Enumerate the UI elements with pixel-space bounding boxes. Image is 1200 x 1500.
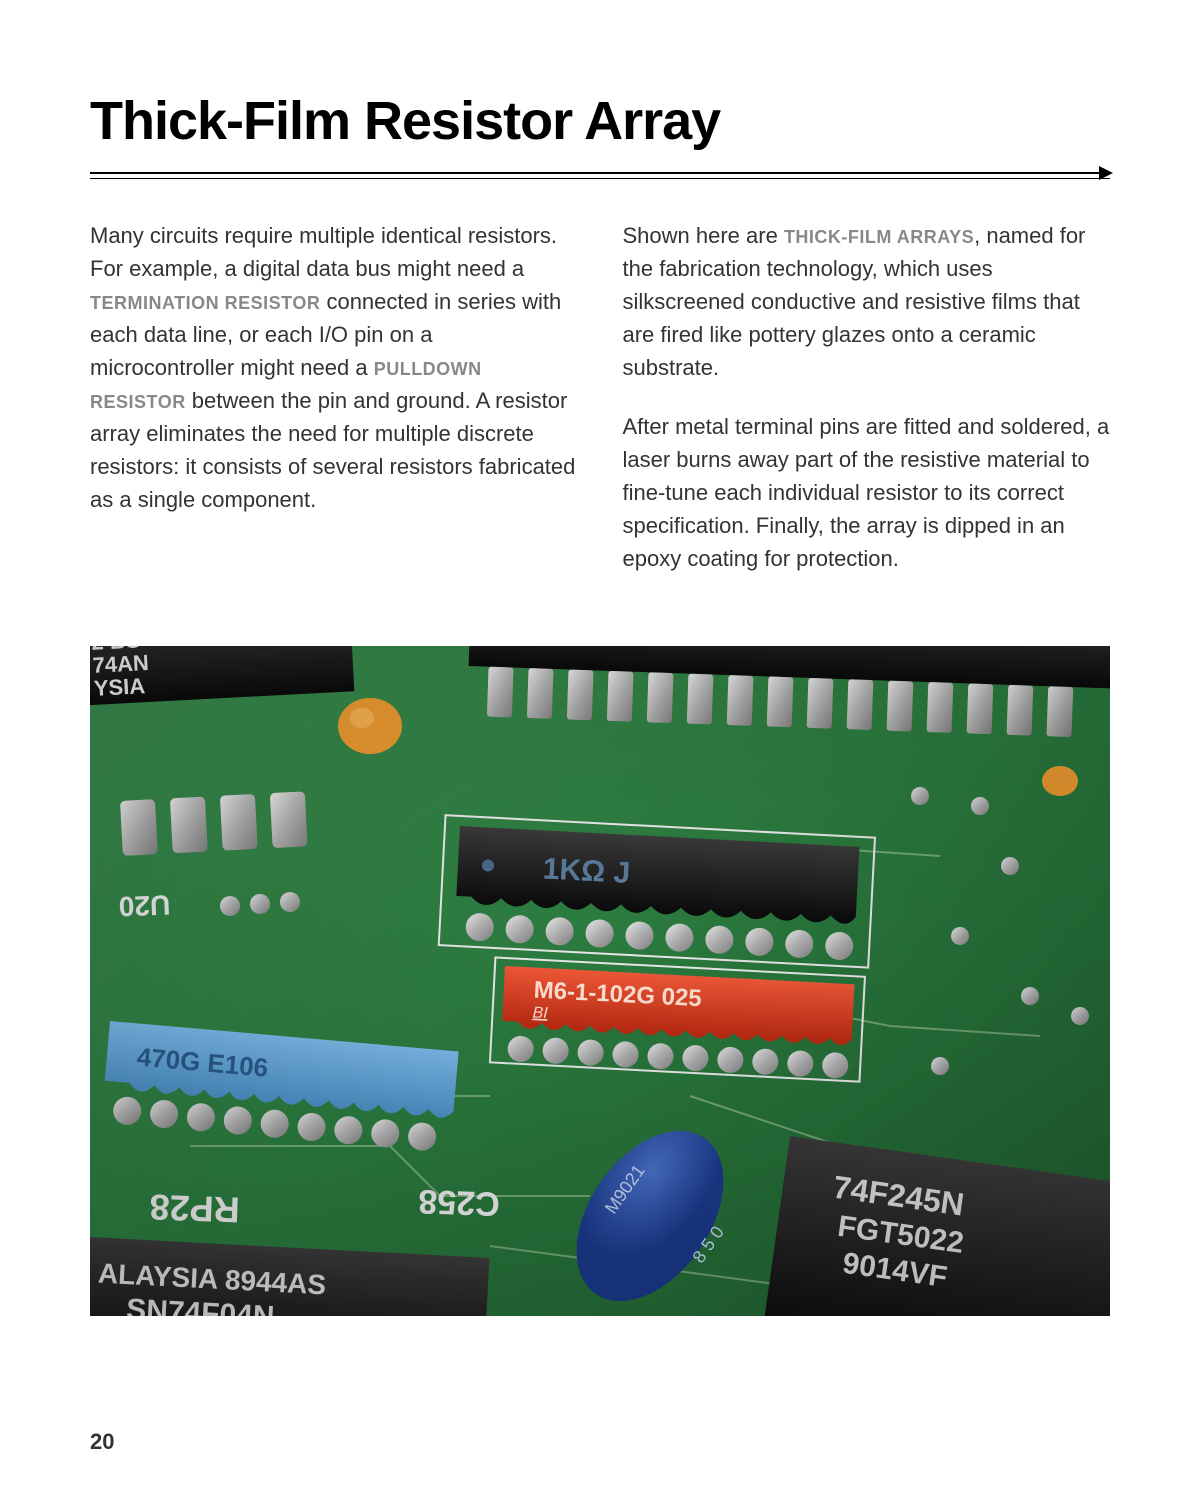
circuit-board-photo: 2 BS 74AN YSIA — [90, 646, 1110, 1316]
page-title: Thick-Film Resistor Array — [90, 90, 1110, 152]
body-text-columns: Many circuits require multiple identical… — [90, 219, 1110, 601]
body-text: Many circuits require multiple identical… — [90, 223, 557, 281]
page-number: 20 — [90, 1429, 114, 1455]
arrow-right-icon — [1099, 166, 1113, 180]
left-column: Many circuits require multiple identical… — [90, 219, 578, 601]
term-thick-film-arrays: THICK-FILM ARRAYS — [784, 227, 974, 247]
body-text: Shown here are — [623, 223, 784, 248]
title-rule — [90, 172, 1110, 179]
body-text: After metal terminal pins are fitted and… — [623, 410, 1111, 575]
term-termination-resistor: TERMINATION RESISTOR — [90, 293, 320, 313]
right-column: Shown here are THICK-FILM ARRAYS, named … — [623, 219, 1111, 601]
